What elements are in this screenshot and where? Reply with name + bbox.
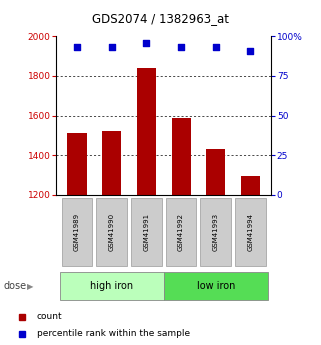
Point	[213, 45, 218, 50]
Point	[74, 45, 80, 50]
Text: GSM41992: GSM41992	[178, 213, 184, 251]
Text: ▶: ▶	[27, 282, 34, 291]
Point	[144, 40, 149, 45]
Bar	[166, 198, 196, 266]
Bar	[206, 149, 225, 195]
Point	[109, 45, 114, 50]
Bar	[62, 198, 92, 266]
Text: GSM41993: GSM41993	[213, 213, 219, 251]
Text: GDS2074 / 1382963_at: GDS2074 / 1382963_at	[92, 12, 229, 25]
Text: percentile rank within the sample: percentile rank within the sample	[37, 329, 190, 338]
Text: count: count	[37, 312, 63, 321]
Bar	[241, 176, 260, 195]
Bar	[96, 198, 127, 266]
Bar	[164, 273, 268, 300]
Bar	[131, 198, 162, 266]
Text: GSM41991: GSM41991	[143, 213, 149, 251]
Bar	[171, 118, 191, 195]
Text: dose: dose	[3, 282, 26, 291]
Point	[178, 45, 184, 50]
Bar	[102, 131, 121, 195]
Text: GSM41994: GSM41994	[247, 213, 254, 251]
Bar	[60, 273, 164, 300]
Bar	[137, 68, 156, 195]
Bar	[201, 198, 231, 266]
Text: low iron: low iron	[196, 282, 235, 291]
Point	[248, 48, 253, 53]
Text: GSM41990: GSM41990	[109, 213, 115, 251]
Text: GSM41989: GSM41989	[74, 213, 80, 251]
Text: high iron: high iron	[90, 282, 133, 291]
Bar	[235, 198, 266, 266]
Bar	[67, 134, 87, 195]
